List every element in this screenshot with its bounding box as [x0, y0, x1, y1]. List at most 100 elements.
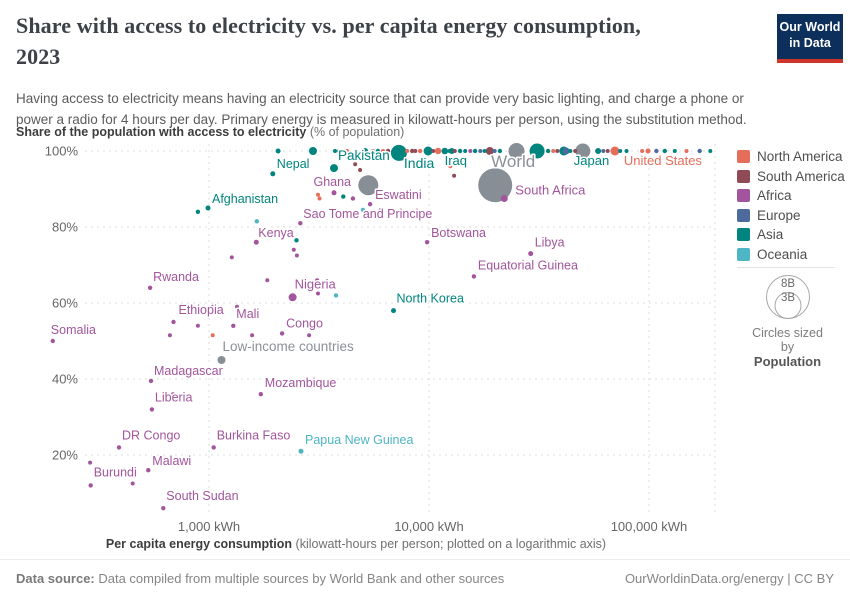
data-point[interactable] [375, 154, 379, 159]
data-point[interactable] [130, 481, 135, 486]
data-point-liberia[interactable] [149, 407, 155, 412]
data-point[interactable] [341, 149, 346, 153]
data-point-rwanda[interactable] [147, 285, 153, 290]
data-point[interactable] [210, 304, 215, 309]
data-point[interactable] [545, 148, 551, 154]
data-point[interactable] [385, 148, 391, 154]
data-point[interactable] [235, 304, 239, 309]
data-point[interactable] [431, 149, 436, 153]
data-point[interactable] [358, 175, 379, 196]
data-point[interactable] [294, 253, 299, 258]
data-point[interactable] [254, 219, 259, 224]
data-point-dr-congo[interactable] [116, 445, 122, 450]
data-point[interactable] [448, 164, 453, 169]
data-point[interactable] [434, 147, 442, 155]
data-point[interactable] [315, 278, 320, 283]
data-point[interactable] [555, 149, 560, 153]
data-point[interactable] [684, 149, 689, 153]
data-point[interactable] [662, 148, 667, 154]
data-point[interactable] [171, 392, 175, 397]
data-point[interactable] [575, 143, 591, 159]
data-point-world[interactable] [478, 168, 513, 203]
data-point-pakistan[interactable] [330, 164, 338, 173]
data-point[interactable] [378, 207, 384, 213]
data-point[interactable] [370, 149, 375, 153]
data-point[interactable] [529, 143, 545, 159]
data-point[interactable] [381, 149, 385, 153]
data-point-congo[interactable] [279, 331, 285, 336]
data-point[interactable] [399, 156, 404, 161]
data-point[interactable] [562, 147, 570, 155]
data-point-south-sudan[interactable] [161, 506, 166, 511]
data-point[interactable] [337, 149, 341, 153]
data-point[interactable] [441, 147, 449, 155]
data-point[interactable] [672, 149, 677, 153]
data-point-afghanistan[interactable] [205, 205, 211, 211]
data-point[interactable] [595, 148, 602, 154]
data-point[interactable] [417, 148, 423, 154]
data-point[interactable] [463, 149, 468, 153]
data-point[interactable] [452, 173, 457, 178]
data-point[interactable] [358, 168, 363, 172]
data-point-burkina-faso[interactable] [211, 445, 216, 450]
data-point[interactable] [640, 149, 645, 153]
data-point[interactable] [360, 207, 366, 213]
data-point[interactable] [423, 146, 433, 156]
data-point[interactable] [210, 333, 215, 338]
data-point-equatorial-guinea[interactable] [471, 274, 477, 279]
data-point[interactable] [250, 333, 255, 338]
data-point[interactable] [375, 148, 381, 154]
legend-item-asia[interactable]: Asia [737, 225, 845, 245]
data-point[interactable] [624, 149, 629, 153]
legend-item-south_america[interactable]: South America [737, 167, 845, 187]
data-point-botswana[interactable] [424, 240, 430, 245]
data-point[interactable] [265, 278, 270, 283]
data-point[interactable] [307, 333, 312, 338]
data-point-malawi[interactable] [146, 468, 151, 473]
data-point[interactable] [333, 293, 339, 298]
data-point-mali[interactable] [231, 323, 236, 328]
data-point-low-income-countries[interactable] [217, 356, 226, 364]
data-point[interactable] [195, 209, 201, 214]
data-point[interactable] [294, 238, 299, 243]
data-point-united-states[interactable] [610, 146, 620, 156]
data-point[interactable] [478, 149, 483, 153]
data-point-eswatini[interactable] [367, 202, 373, 207]
data-point[interactable] [345, 149, 349, 153]
data-point[interactable] [405, 149, 410, 153]
data-point-nepal[interactable] [270, 171, 276, 177]
data-point[interactable] [551, 149, 556, 153]
data-point-burundi[interactable] [88, 483, 93, 488]
data-point[interactable] [316, 192, 320, 197]
data-point[interactable] [482, 149, 487, 153]
data-point[interactable] [333, 149, 337, 153]
data-point-kenya[interactable] [253, 239, 259, 245]
data-point[interactable] [195, 323, 200, 328]
data-point[interactable] [697, 148, 702, 154]
license-link[interactable]: OurWorldinData.org/energy | CC BY [624, 571, 834, 586]
data-point-mozambique[interactable] [258, 392, 263, 397]
data-point[interactable] [605, 149, 610, 153]
data-point[interactable] [654, 148, 659, 154]
data-point-india[interactable] [390, 144, 407, 161]
data-point[interactable] [229, 255, 234, 260]
legend-item-europe[interactable]: Europe [737, 206, 845, 226]
data-point[interactable] [275, 148, 281, 154]
data-point[interactable] [445, 156, 450, 161]
data-point[interactable] [601, 149, 606, 153]
data-point[interactable] [708, 149, 713, 153]
data-point[interactable] [316, 291, 320, 296]
data-point[interactable] [492, 149, 497, 153]
legend-item-north_america[interactable]: North America [737, 147, 845, 167]
data-point[interactable] [362, 148, 368, 154]
data-point[interactable] [645, 148, 651, 154]
data-point-somalia[interactable] [50, 338, 55, 344]
data-point-south-africa[interactable] [500, 195, 508, 202]
data-point-madagascar[interactable] [148, 378, 154, 384]
owid-logo[interactable]: Our World in Data [777, 14, 843, 63]
data-point[interactable] [457, 148, 463, 154]
data-point[interactable] [452, 149, 457, 153]
data-point[interactable] [309, 147, 317, 155]
data-point[interactable] [508, 143, 525, 159]
data-point[interactable] [291, 247, 296, 252]
